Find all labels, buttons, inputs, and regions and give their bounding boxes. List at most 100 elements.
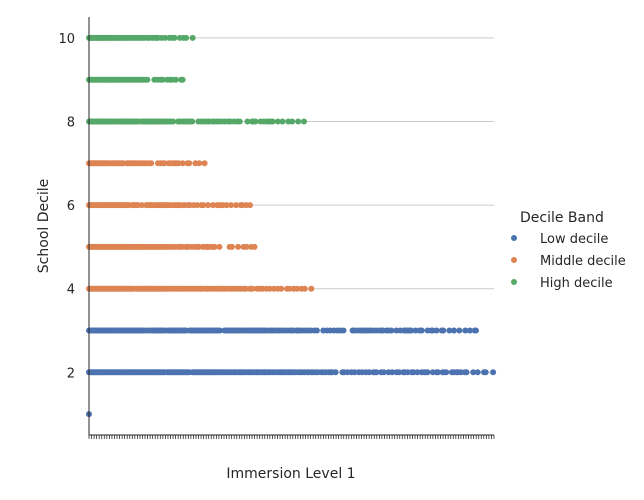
data-point [211, 243, 218, 250]
legend: Decile Band Low decile Middle decile Hig… [511, 210, 626, 291]
data-point [389, 369, 396, 376]
y-tick-labels: 2 4 6 8 10 [58, 32, 75, 381]
data-point [474, 369, 481, 376]
data-point [466, 327, 473, 334]
data-point [189, 34, 196, 41]
legend-title: Decile Band [520, 210, 604, 226]
data-point [223, 202, 230, 209]
data-point [473, 327, 479, 334]
data-point [278, 285, 285, 292]
data-point [396, 369, 403, 376]
data-point [228, 202, 235, 209]
data-point [233, 202, 240, 209]
data-point [205, 202, 211, 209]
y-tick-label: 2 [67, 366, 75, 381]
data-point [274, 118, 281, 125]
data-point [388, 327, 395, 334]
legend-entry-high: High decile [511, 276, 613, 291]
x-axis-ticks [88, 435, 495, 439]
data-point [295, 118, 302, 125]
data-point [189, 118, 196, 125]
data-point [196, 160, 203, 167]
data-point [435, 369, 441, 376]
data-point [249, 285, 256, 292]
data-point [236, 118, 243, 125]
data-point [171, 34, 178, 41]
data-point [286, 285, 293, 292]
data-point [138, 202, 145, 209]
data-point [462, 327, 469, 334]
y-tick-label: 10 [58, 32, 75, 47]
data-point [412, 327, 419, 334]
data-point [482, 369, 489, 376]
legend-marker [511, 257, 517, 263]
data-point [470, 369, 477, 376]
data-point [209, 202, 216, 209]
legend-label: Middle decile [540, 254, 626, 269]
data-point [235, 243, 242, 250]
data-point [195, 243, 202, 250]
data-point [440, 327, 447, 334]
legend-label: High decile [540, 276, 613, 291]
data-point [186, 160, 193, 167]
data-point [424, 369, 431, 376]
y-tick-label: 6 [67, 199, 75, 214]
data-point [332, 369, 339, 376]
data-point [443, 369, 450, 376]
data-point [380, 369, 387, 376]
legend-marker [511, 279, 517, 285]
data-point [373, 369, 380, 376]
data-point [170, 118, 177, 125]
data-point [279, 118, 286, 125]
data-point [301, 118, 307, 125]
data-point [144, 76, 151, 83]
data-point [247, 202, 253, 209]
y-axis-label: School Decile [36, 179, 52, 273]
data-point [251, 243, 258, 250]
data-point [244, 118, 251, 125]
data-point [351, 369, 358, 376]
data-point [308, 285, 315, 292]
data-point [252, 118, 259, 125]
data-point [463, 369, 470, 376]
data-point [175, 160, 182, 167]
legend-entry-middle: Middle decile [511, 254, 626, 269]
y-tick-label: 4 [67, 283, 75, 298]
data-point [418, 327, 425, 334]
data-point [183, 34, 190, 41]
data-point [433, 327, 440, 334]
data-point [201, 160, 208, 167]
axes [88, 17, 495, 439]
data-point [148, 160, 155, 167]
data-point [179, 160, 186, 167]
data-point [451, 327, 457, 334]
data-point [366, 369, 373, 376]
data-point [408, 327, 415, 334]
data-point [266, 285, 273, 292]
data-point [340, 327, 347, 334]
data-point [289, 118, 296, 125]
data-point [269, 118, 276, 125]
data-point [159, 76, 166, 83]
data-point [216, 243, 223, 250]
data-point [229, 243, 235, 250]
data-point [216, 327, 223, 334]
data-point [414, 369, 421, 376]
data-point [243, 243, 250, 250]
data-point [456, 327, 463, 334]
data-point [294, 285, 301, 292]
data-point [301, 285, 308, 292]
legend-entry-low: Low decile [511, 232, 608, 247]
legend-label: Low decile [540, 232, 608, 247]
data-points [86, 34, 497, 418]
data-point [446, 327, 453, 334]
data-point [194, 202, 201, 209]
data-point [162, 34, 168, 41]
data-point [313, 327, 320, 334]
y-tick-label: 8 [67, 116, 75, 131]
data-point [172, 76, 179, 83]
data-point [200, 202, 207, 209]
data-point [490, 369, 497, 376]
data-point [179, 76, 186, 83]
